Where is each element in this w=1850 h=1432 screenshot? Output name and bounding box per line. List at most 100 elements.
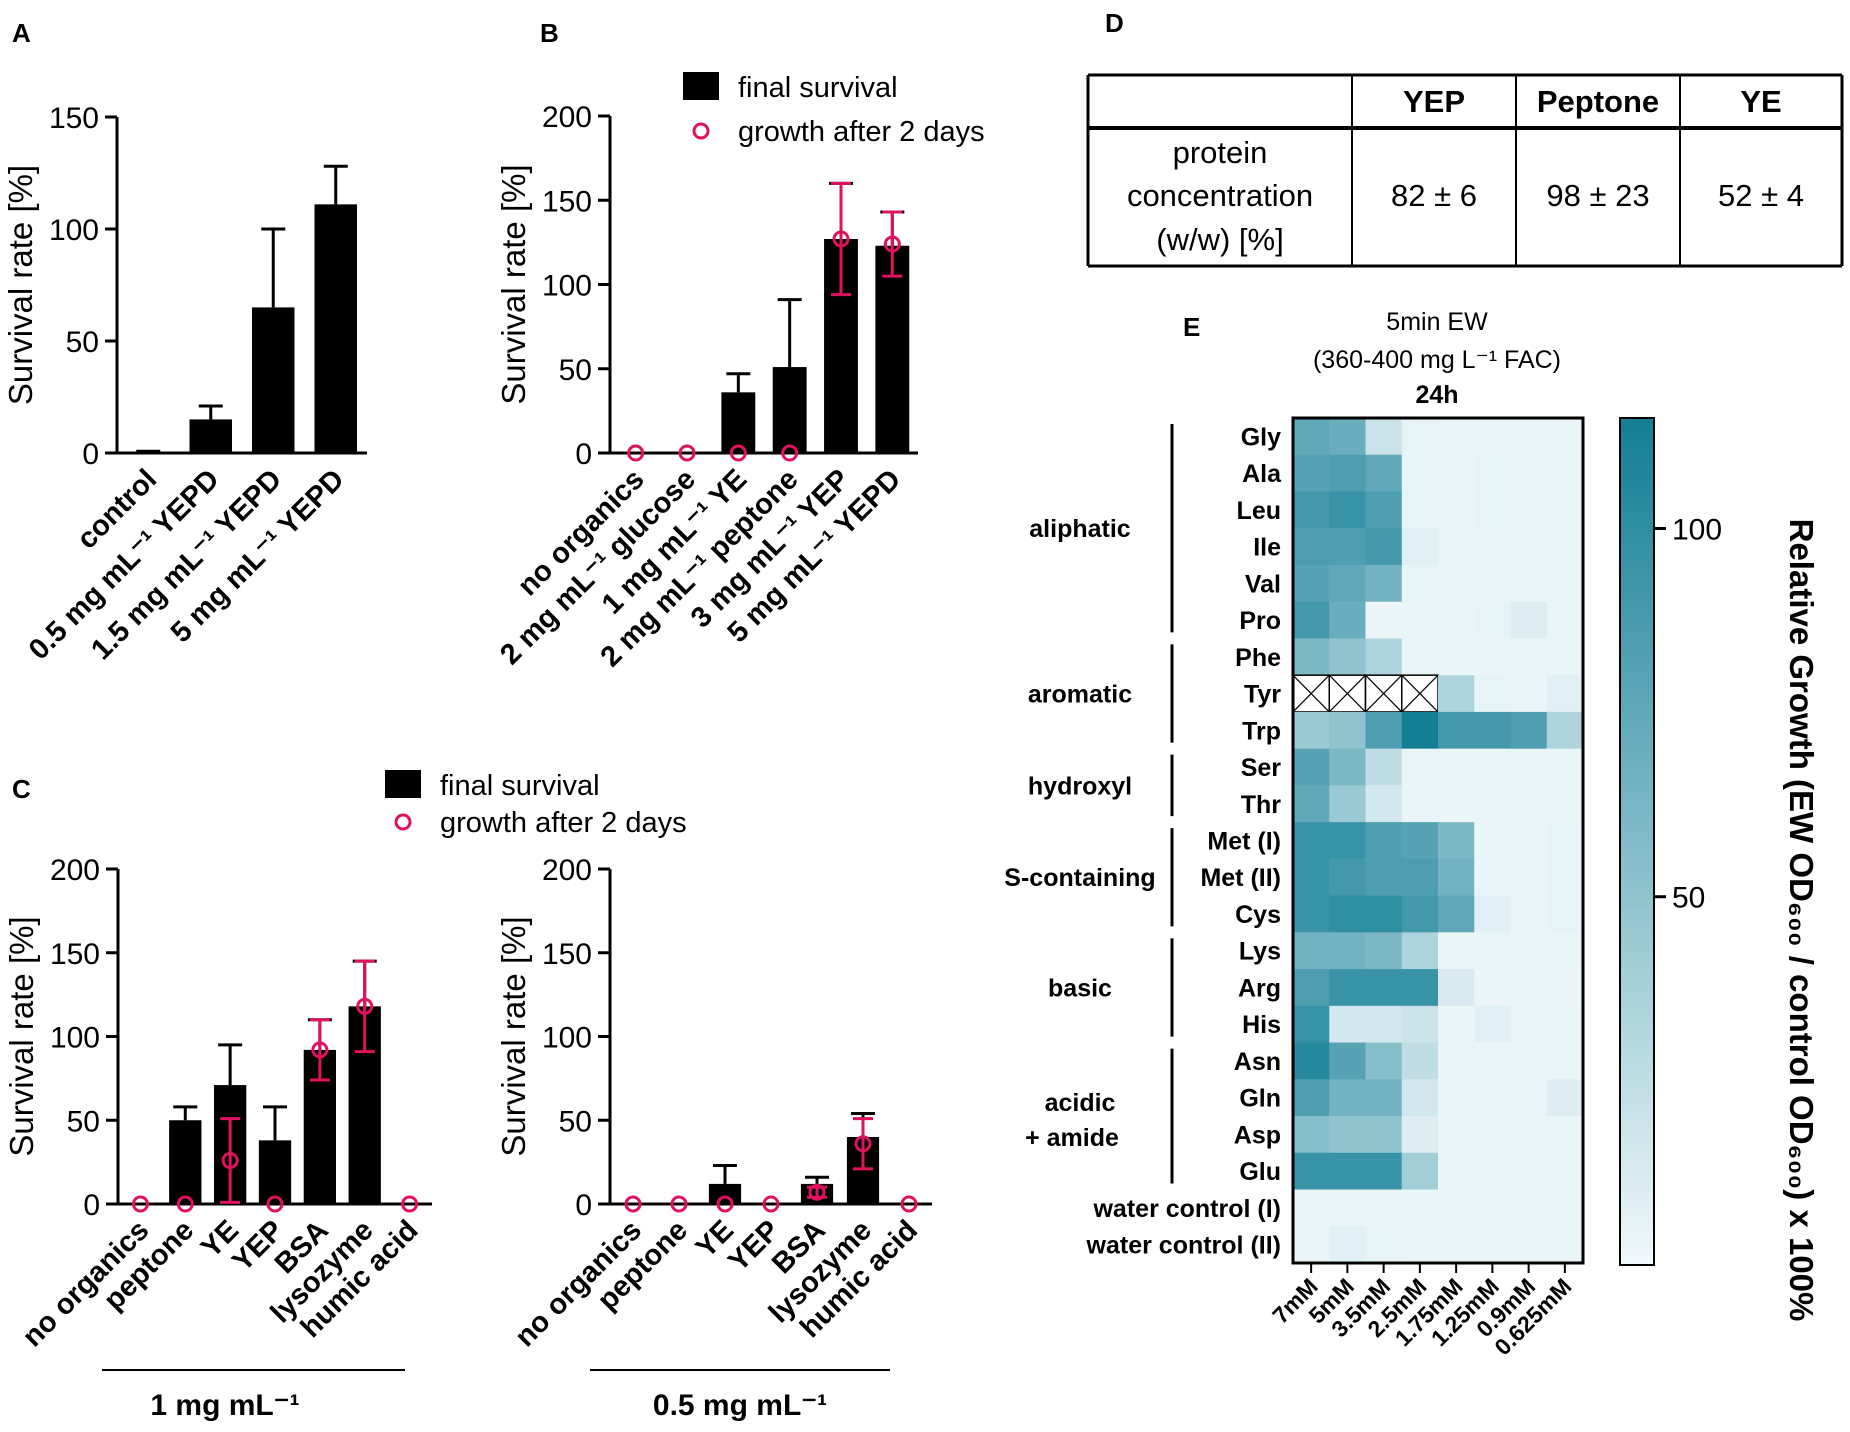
heatmap-cell (1438, 932, 1475, 970)
heatmap-cross (1365, 674, 1403, 713)
legend-b: final survival growth after 2 days (683, 72, 985, 148)
growth-marker (716, 1195, 734, 1213)
heatmap-cell (1510, 1189, 1548, 1227)
heatmap-cell (1293, 491, 1330, 529)
heatmap-cell (1474, 1152, 1511, 1191)
heatmap-row-label: Lys (1239, 938, 1281, 966)
heatmap-cell (1474, 711, 1511, 750)
heatmap-group-label: basic (1048, 974, 1112, 1002)
heatmap-row-label: Trp (1242, 717, 1281, 745)
heatmap-cell (1546, 1042, 1584, 1080)
heatmap-group-label: aliphatic (1029, 515, 1131, 543)
protein-table: YEP Peptone YE protein concentration (w/… (1086, 73, 1844, 268)
heatmap-cell (1293, 1152, 1330, 1191)
growth-marker (624, 1195, 642, 1213)
legend-c-final-label: final survival (440, 770, 600, 802)
y-axis-label: Survival rate [%] (2, 165, 39, 405)
heatmap-cell (1510, 748, 1548, 786)
growth-marker (311, 1041, 329, 1059)
table-header-ye: YE (1740, 84, 1781, 119)
heatmap-cell (1329, 1226, 1366, 1264)
heatmap-cell (1365, 748, 1403, 786)
heatmap-cell (1510, 1152, 1548, 1191)
heatmap-cell (1510, 675, 1548, 713)
heatmap-cell (1546, 454, 1584, 492)
table-cell-peptone: 98 ± 23 (1546, 178, 1649, 213)
heatmap-cell (1329, 528, 1366, 566)
heatmap-row-label: water control (I) (1092, 1195, 1281, 1223)
heatmap-cell (1401, 1042, 1439, 1080)
table-header-yep: YEP (1403, 84, 1465, 119)
heatmap-row-label: Phe (1235, 644, 1281, 672)
growth-marker (808, 1183, 826, 1201)
colorbar-tick-label: 100 (1672, 513, 1722, 546)
y-tick-label: 100 (49, 214, 99, 247)
heatmap-cell (1474, 932, 1511, 970)
heatmap-cell (1293, 1189, 1330, 1227)
heatmap-cell (1365, 1152, 1403, 1191)
heatmap-cell (1329, 932, 1366, 970)
heatmap-cell (1474, 748, 1511, 786)
heatmap-cell (1510, 454, 1548, 492)
heatmap-cell (1329, 711, 1366, 750)
bar (393, 1204, 426, 1206)
y-tick-label: 50 (66, 326, 99, 359)
growth-marker (401, 1195, 419, 1213)
heatmap-cell (1293, 418, 1330, 456)
bar (252, 307, 295, 453)
heatmap-cell (1438, 1042, 1475, 1080)
heatmap-cell (1510, 1116, 1548, 1154)
heatmap-group-label-2: + amide (1025, 1124, 1119, 1152)
y-tick-label: 100 (542, 270, 592, 303)
growth-marker (854, 1135, 872, 1153)
heatmap-cross (1328, 674, 1366, 713)
heatmap-cell (1329, 858, 1366, 897)
heatmap-row-label: Arg (1238, 974, 1281, 1002)
heatmap-cell (1438, 564, 1475, 603)
heatmap-cell (1401, 1079, 1439, 1117)
heatmap-title-line3: 24h (1415, 381, 1458, 409)
heatmap-cell (1329, 454, 1366, 492)
growth-marker (781, 444, 799, 462)
y-axis-label: Survival rate [%] (495, 164, 532, 404)
heatmap-cell (1329, 748, 1366, 786)
heatmap-cell (1365, 1116, 1403, 1154)
heatmap-row-label: Met (II) (1200, 864, 1281, 892)
bar (618, 452, 653, 454)
heatmap-group-label: hydroxyl (1028, 772, 1132, 800)
heatmap-cell (1401, 1116, 1439, 1154)
heatmap-row-label: Thr (1241, 791, 1282, 819)
y-tick-label: 150 (542, 938, 592, 971)
bar (708, 1183, 742, 1204)
heatmap-cell (1293, 564, 1330, 603)
heatmap: Gly Ala Leu Ile Val Pro Phe Tyr Trp Ser Thr Met (I)… (1004, 416, 1585, 1360)
growth-marker (832, 230, 850, 248)
heatmap-cell (1401, 969, 1439, 1007)
heatmap-cell (1474, 601, 1511, 639)
heatmap-cell (1329, 601, 1366, 639)
heatmap-cell (1365, 1189, 1403, 1227)
y-tick-label: 200 (542, 854, 592, 887)
table-cell-ye: 52 ± 4 (1718, 178, 1804, 213)
heatmap-cell (1293, 969, 1330, 1007)
heatmap-cell (1293, 711, 1330, 750)
panel-label-d: D (1105, 8, 1124, 38)
colorbar-label: Relative Growth (EW OD₆₀₀ / control OD₆₀… (1783, 519, 1820, 1322)
table-row-label-line1: protein (1173, 135, 1268, 170)
heatmap-cell (1474, 858, 1511, 897)
heatmap-cell (1329, 895, 1366, 933)
heatmap-cell (1546, 1079, 1584, 1117)
heatmap-cell (1546, 785, 1584, 823)
heatmap-cell (1438, 1079, 1475, 1117)
heatmap-cell (1329, 785, 1366, 823)
heatmap-cell (1510, 822, 1548, 860)
heatmap-group-label: S-containing (1004, 864, 1155, 892)
bar (721, 392, 756, 453)
heatmap-row-label: Ile (1253, 534, 1281, 562)
heatmap-cell (1401, 932, 1439, 970)
heatmap-cell (1438, 969, 1475, 1007)
heatmap-cell (1546, 969, 1584, 1007)
heatmap-cell (1329, 969, 1366, 1007)
